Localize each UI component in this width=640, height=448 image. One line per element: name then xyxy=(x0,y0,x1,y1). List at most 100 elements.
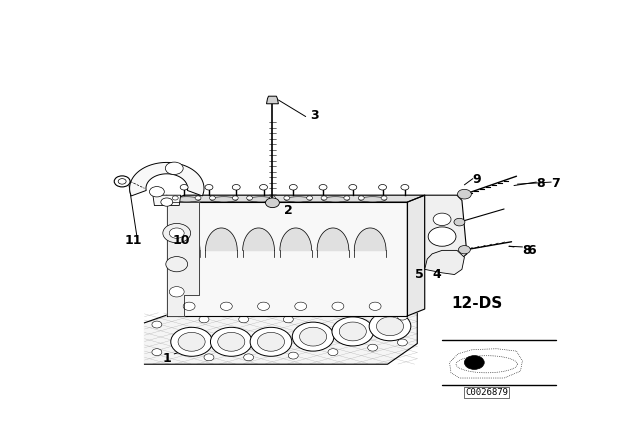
Text: 3: 3 xyxy=(310,109,319,122)
Circle shape xyxy=(257,302,269,310)
Ellipse shape xyxy=(322,197,349,202)
Circle shape xyxy=(169,287,184,297)
Text: 1: 1 xyxy=(163,352,171,365)
Ellipse shape xyxy=(359,197,387,202)
Circle shape xyxy=(195,196,201,200)
Circle shape xyxy=(321,196,327,200)
Circle shape xyxy=(300,327,326,346)
Circle shape xyxy=(183,302,195,310)
Circle shape xyxy=(369,312,411,341)
Polygon shape xyxy=(145,313,417,364)
Polygon shape xyxy=(425,195,467,269)
Circle shape xyxy=(165,162,183,174)
Circle shape xyxy=(397,339,408,346)
Circle shape xyxy=(180,185,188,190)
Circle shape xyxy=(344,196,350,200)
Circle shape xyxy=(211,327,252,356)
Circle shape xyxy=(381,196,387,200)
Circle shape xyxy=(166,257,188,272)
Circle shape xyxy=(349,185,356,190)
Circle shape xyxy=(401,185,409,190)
Circle shape xyxy=(367,344,378,351)
Circle shape xyxy=(284,316,293,323)
Circle shape xyxy=(269,196,275,200)
Circle shape xyxy=(295,302,307,310)
Circle shape xyxy=(292,322,334,351)
Ellipse shape xyxy=(173,197,200,202)
Text: 10: 10 xyxy=(173,233,191,246)
Circle shape xyxy=(209,196,216,200)
Circle shape xyxy=(454,218,465,226)
Circle shape xyxy=(379,185,387,190)
Ellipse shape xyxy=(210,197,237,202)
Polygon shape xyxy=(243,228,275,250)
Circle shape xyxy=(358,196,364,200)
Polygon shape xyxy=(425,250,465,275)
Text: 12-DS: 12-DS xyxy=(451,297,502,311)
Circle shape xyxy=(428,227,456,246)
Polygon shape xyxy=(130,163,204,196)
Circle shape xyxy=(288,352,298,359)
Circle shape xyxy=(260,185,268,190)
Circle shape xyxy=(266,198,280,207)
Text: 5: 5 xyxy=(415,268,424,281)
Circle shape xyxy=(171,327,212,356)
Circle shape xyxy=(169,228,184,238)
Text: 8: 8 xyxy=(522,244,531,257)
Text: 11: 11 xyxy=(125,233,142,246)
Circle shape xyxy=(150,186,164,197)
Circle shape xyxy=(284,196,290,200)
Circle shape xyxy=(239,316,249,323)
Polygon shape xyxy=(167,202,199,316)
Circle shape xyxy=(232,185,240,190)
Circle shape xyxy=(244,354,253,361)
Circle shape xyxy=(369,302,381,310)
Circle shape xyxy=(339,322,366,341)
Circle shape xyxy=(178,332,205,351)
Polygon shape xyxy=(280,228,312,250)
Polygon shape xyxy=(205,228,237,250)
Ellipse shape xyxy=(285,197,312,202)
Circle shape xyxy=(114,176,130,187)
Circle shape xyxy=(332,317,374,346)
Text: 9: 9 xyxy=(472,173,481,186)
Text: 2: 2 xyxy=(284,204,292,217)
Circle shape xyxy=(332,302,344,310)
Circle shape xyxy=(152,321,162,328)
Text: 6: 6 xyxy=(527,244,536,257)
Polygon shape xyxy=(266,96,278,104)
Circle shape xyxy=(232,196,238,200)
Circle shape xyxy=(161,198,173,206)
Circle shape xyxy=(199,316,209,323)
Text: 7: 7 xyxy=(551,177,559,190)
Text: 4: 4 xyxy=(433,268,442,281)
Circle shape xyxy=(458,246,470,254)
Circle shape xyxy=(204,354,214,361)
Circle shape xyxy=(458,190,471,199)
Circle shape xyxy=(152,349,162,356)
Circle shape xyxy=(397,313,408,320)
Circle shape xyxy=(319,185,327,190)
Circle shape xyxy=(205,185,213,190)
Circle shape xyxy=(307,196,312,200)
Text: 8: 8 xyxy=(536,177,545,190)
Polygon shape xyxy=(355,228,386,250)
Circle shape xyxy=(250,327,292,356)
Circle shape xyxy=(172,196,178,200)
Ellipse shape xyxy=(248,197,275,202)
Circle shape xyxy=(376,317,404,336)
Polygon shape xyxy=(167,202,408,316)
Circle shape xyxy=(289,185,297,190)
Text: C0026879: C0026879 xyxy=(465,388,508,396)
Circle shape xyxy=(465,356,484,370)
Circle shape xyxy=(220,302,232,310)
Circle shape xyxy=(118,179,126,184)
Circle shape xyxy=(328,349,338,356)
Polygon shape xyxy=(408,195,425,316)
Polygon shape xyxy=(153,195,180,206)
Polygon shape xyxy=(317,228,349,250)
Circle shape xyxy=(257,332,285,351)
Circle shape xyxy=(433,213,451,225)
Circle shape xyxy=(163,224,191,243)
Polygon shape xyxy=(168,228,200,250)
